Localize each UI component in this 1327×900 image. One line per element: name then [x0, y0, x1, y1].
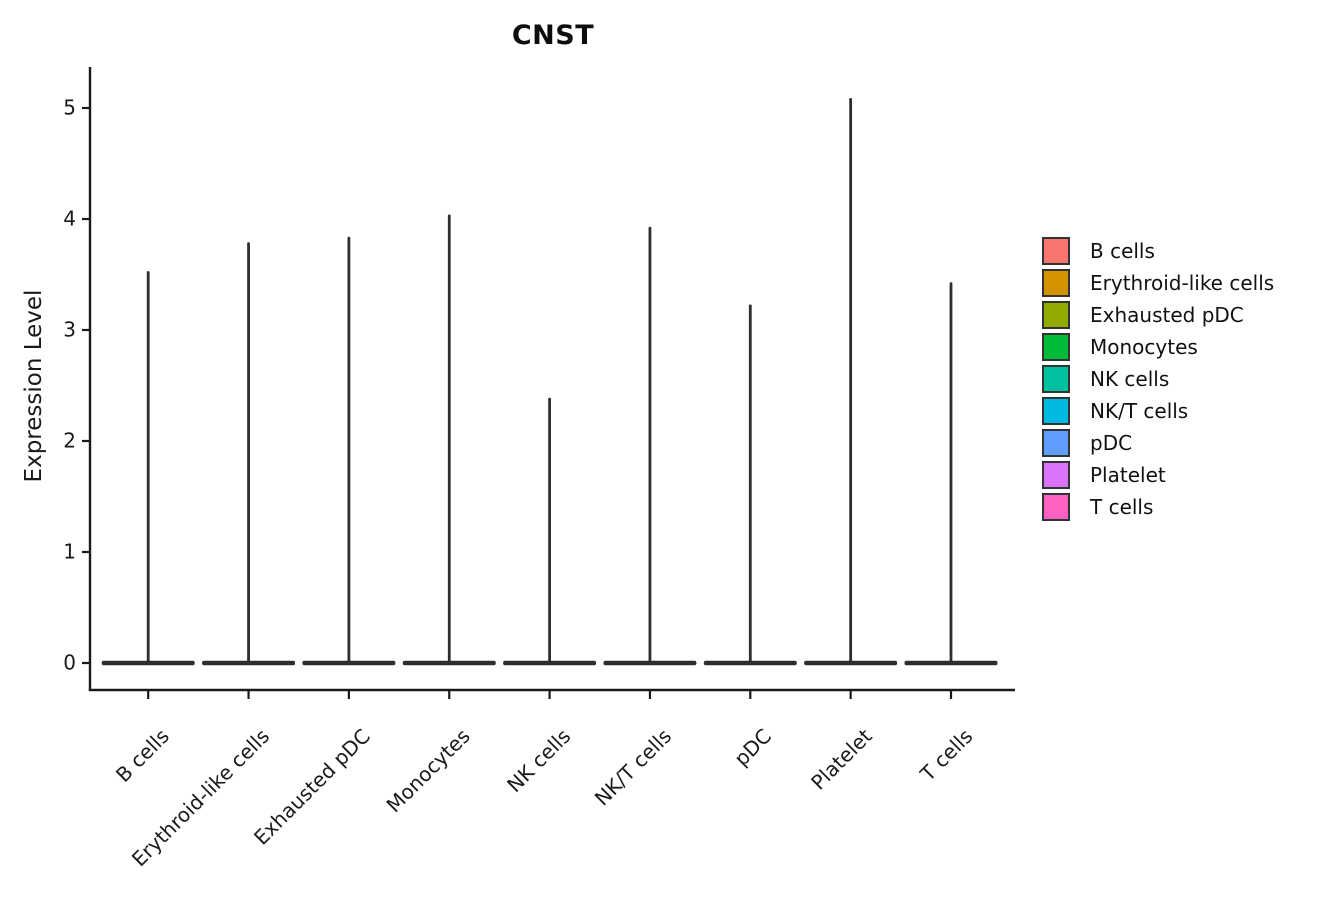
y-tick-label-4: 4 [63, 206, 76, 231]
violin-spike-nk-t-cells [648, 226, 652, 663]
legend-swatch-nk-t-cells [1042, 397, 1070, 425]
violin-spike-monocytes [447, 214, 451, 663]
legend-label-erythroid-like-cells: Erythroid-like cells [1090, 271, 1275, 295]
violin-base-b-cells [101, 660, 195, 666]
chart-title: CNST [511, 20, 595, 51]
violin-spike-pdc [748, 304, 752, 663]
legend-swatch-t-cells [1042, 493, 1070, 521]
y-tick-label-0: 0 [63, 650, 76, 675]
violin-base-nk-cells [503, 660, 597, 666]
legend-swatch-erythroid-like-cells [1042, 269, 1070, 297]
legend-item-nk-t-cells: NK/T cells [1042, 397, 1274, 425]
legend-label-nk-t-cells: NK/T cells [1090, 399, 1189, 423]
legend-item-exhausted-pdc: Exhausted pDC [1042, 301, 1274, 329]
legend-label-exhausted-pdc: Exhausted pDC [1090, 303, 1244, 327]
legend: B cells Erythroid-like cells Exhausted pDC… [1042, 237, 1274, 525]
violin-base-monocytes [402, 660, 496, 666]
legend-swatch-b-cells [1042, 237, 1070, 265]
legend-label-platelet: Platelet [1090, 463, 1166, 487]
y-tick-label-3: 3 [63, 317, 76, 342]
violin-spike-erythroid-like-cells [247, 242, 250, 663]
violin-spike-b-cells [146, 271, 150, 663]
legend-label-b-cells: B cells [1090, 239, 1155, 263]
legend-swatch-nk-cells [1042, 365, 1070, 393]
legend-label-pdc: pDC [1090, 431, 1133, 455]
y-tick-label-1: 1 [63, 539, 76, 564]
violin-spike-t-cells [949, 282, 953, 663]
y-tick-label-5: 5 [63, 95, 76, 120]
legend-label-t-cells: T cells [1090, 495, 1154, 519]
violin-base-pdc [703, 660, 797, 666]
legend-label-monocytes: Monocytes [1090, 335, 1198, 359]
legend-item-b-cells: B cells [1042, 237, 1274, 265]
violin-spike-nk-cells [548, 397, 551, 663]
violin-base-erythroid-like-cells [202, 660, 296, 666]
violin-base-platelet [804, 660, 898, 666]
legend-item-erythroid-like-cells: Erythroid-like cells [1042, 269, 1274, 297]
legend-item-monocytes: Monocytes [1042, 333, 1274, 361]
violin-spike-exhausted-pdc [347, 236, 351, 663]
y-tick-label-2: 2 [63, 428, 76, 453]
legend-label-nk-cells: NK cells [1090, 367, 1170, 391]
legend-swatch-monocytes [1042, 333, 1070, 361]
violin-base-exhausted-pdc [302, 660, 396, 666]
legend-item-t-cells: T cells [1042, 493, 1274, 521]
legend-swatch-platelet [1042, 461, 1070, 489]
legend-item-pdc: pDC [1042, 429, 1274, 457]
violin-spike-platelet [849, 98, 853, 663]
legend-swatch-exhausted-pdc [1042, 301, 1070, 329]
legend-item-nk-cells: NK cells [1042, 365, 1274, 393]
violin-base-t-cells [904, 660, 998, 666]
legend-item-platelet: Platelet [1042, 461, 1274, 489]
violin-base-nk-t-cells [603, 660, 697, 666]
legend-swatch-pdc [1042, 429, 1070, 457]
